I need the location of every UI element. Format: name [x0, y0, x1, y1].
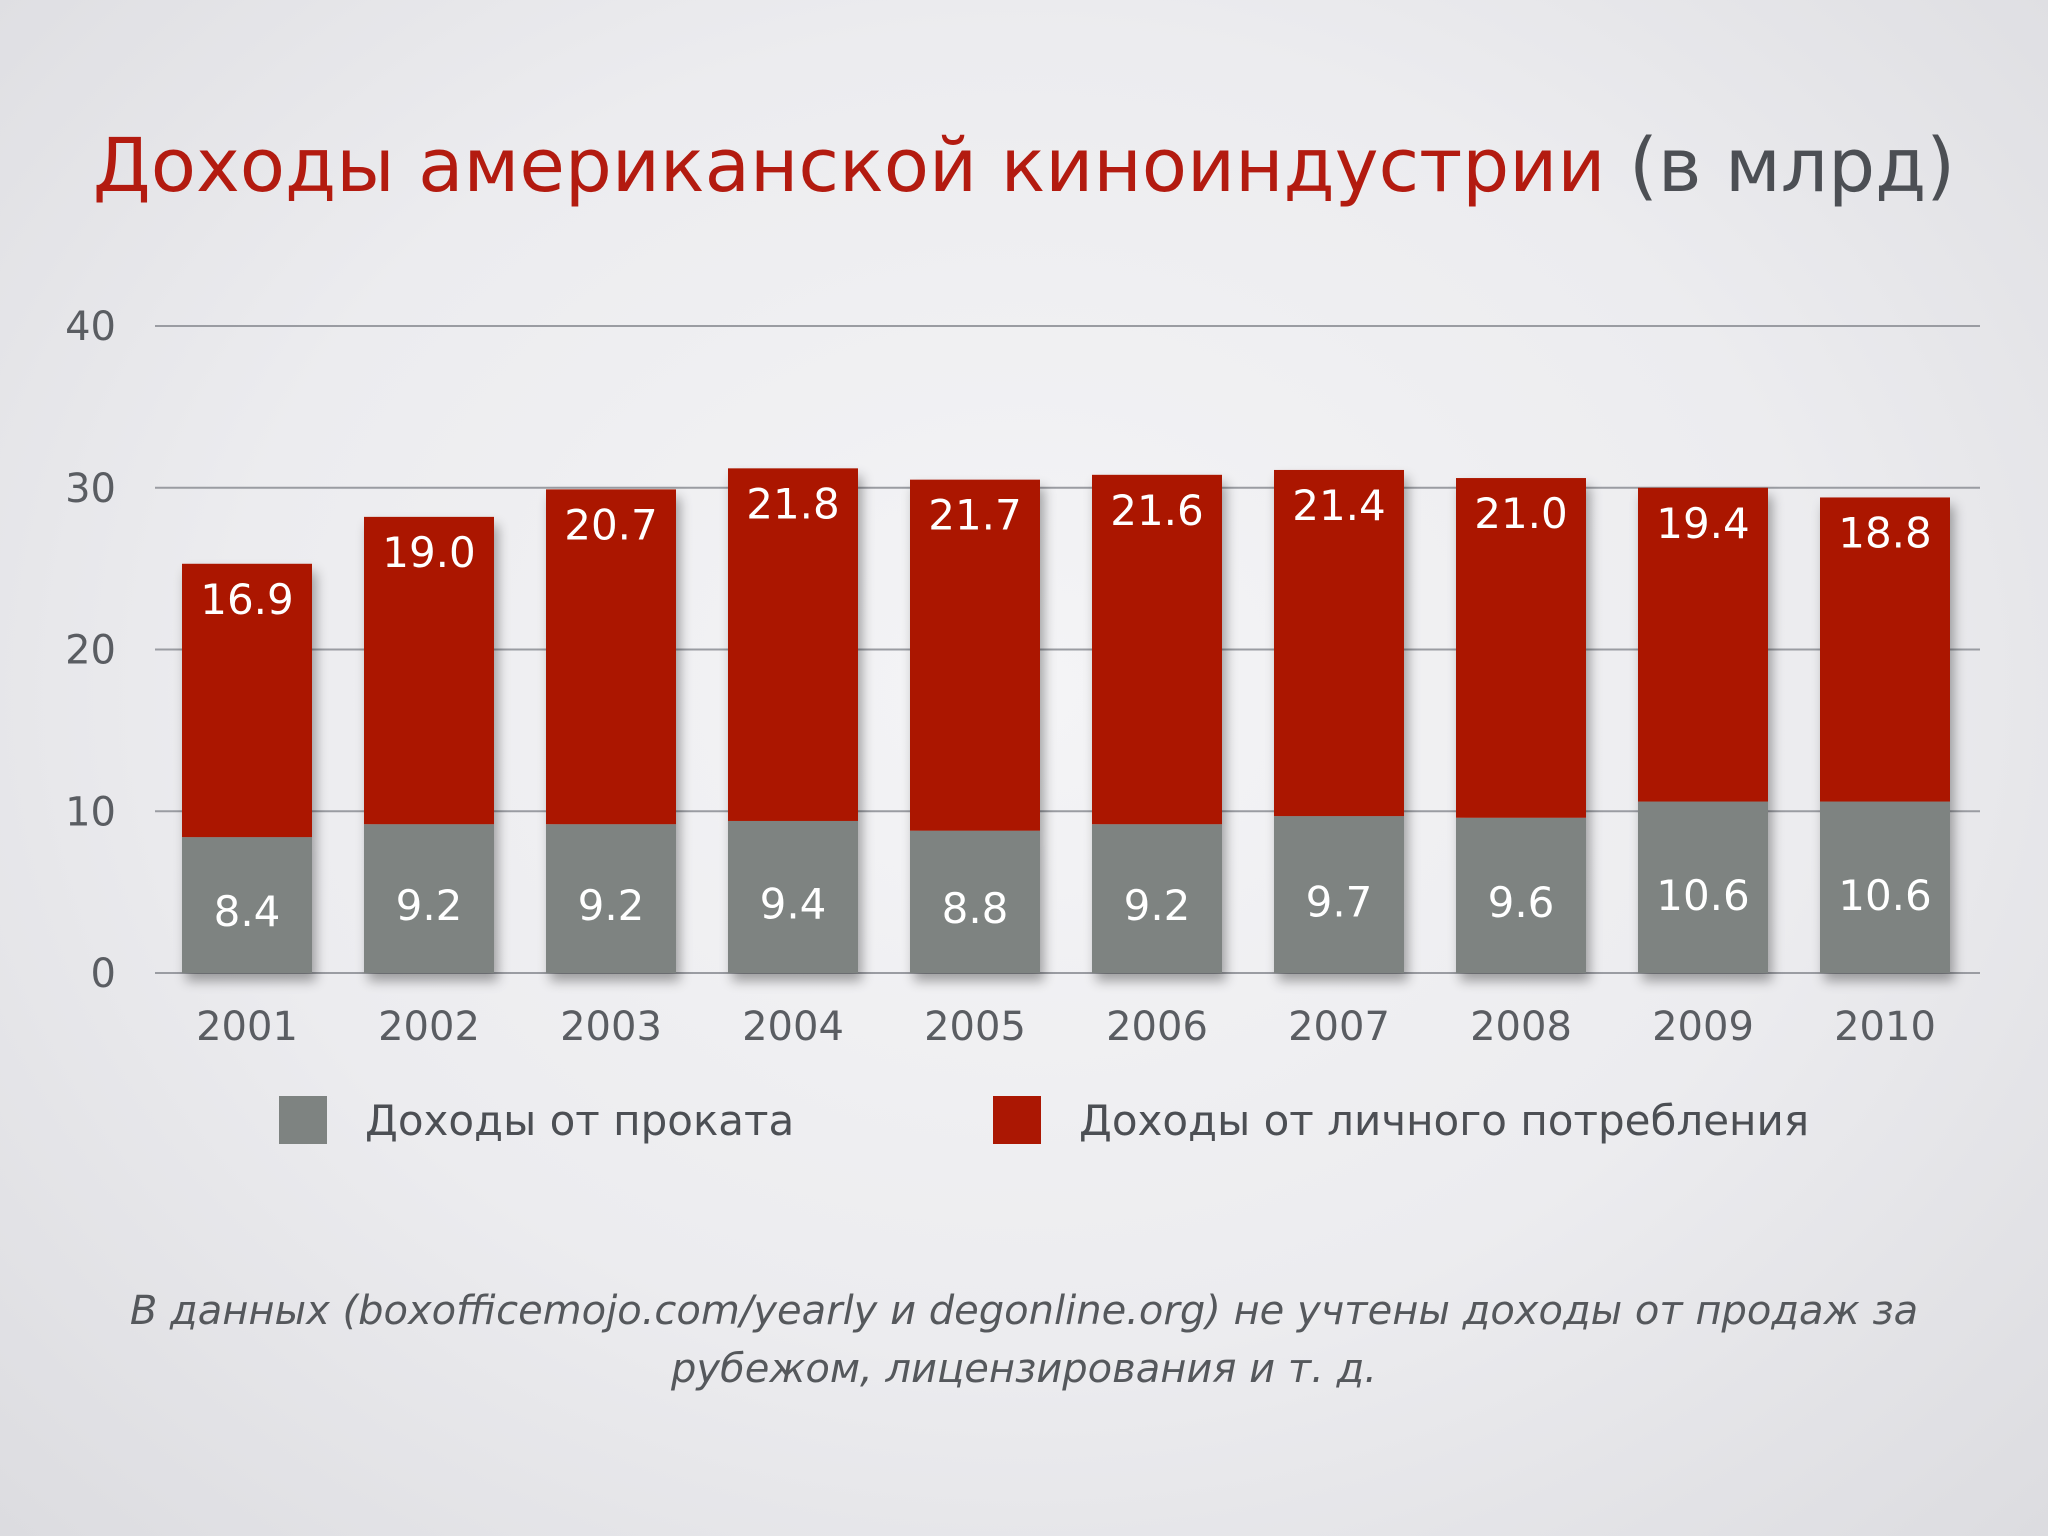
y-tick-label-20: 20 — [65, 628, 116, 674]
x-tick-label-2002: 2002 — [378, 1004, 480, 1050]
data-label-box-office-2006: 9.2 — [1124, 881, 1191, 930]
bar-box-office-2009 — [1638, 801, 1768, 973]
data-label-box-office-2007: 9.7 — [1306, 877, 1373, 926]
data-label-consumer-2002: 19.0 — [382, 528, 476, 577]
bar-group-2010 — [1820, 497, 1950, 973]
bar-group-2002 — [364, 516, 494, 973]
chart-title-unit: (в млрд) — [1628, 123, 1956, 209]
bar-box-office-2002 — [364, 824, 494, 973]
bar-group-2001 — [182, 563, 312, 973]
source-note-line-1: В данных (boxofficemojo.com/yearly и deg… — [129, 1288, 1919, 1334]
x-tick-label-2004: 2004 — [742, 1004, 844, 1050]
data-label-consumer-2003: 20.7 — [564, 500, 658, 549]
bar-group-2003 — [546, 489, 676, 973]
data-label-consumer-2001: 16.9 — [200, 575, 294, 624]
source-note: В данных (boxofficemojo.com/yearly и deg… — [124, 1282, 1924, 1398]
x-tick-label-2010: 2010 — [1834, 1004, 1936, 1050]
x-tick-label-2009: 2009 — [1652, 1004, 1754, 1050]
data-label-consumer-2007: 21.4 — [1292, 481, 1386, 530]
bar-consumer-2002 — [364, 516, 494, 825]
bar-group-2007 — [1274, 469, 1404, 973]
bar-box-office-2008 — [1456, 817, 1586, 973]
bar-group-2008 — [1456, 478, 1586, 973]
bar-box-office-2003 — [546, 824, 676, 973]
chart-title-main: Доходы американской киноиндустрии — [92, 123, 1606, 209]
x-tick-label-2001: 2001 — [196, 1004, 298, 1050]
bar-box-office-2004 — [728, 820, 858, 973]
bar-consumer-2006 — [1092, 474, 1222, 825]
x-tick-label-2007: 2007 — [1288, 1004, 1390, 1050]
x-tick-label-2003: 2003 — [560, 1004, 662, 1050]
bar-consumer-2008 — [1456, 478, 1586, 818]
data-label-consumer-2005: 21.7 — [928, 491, 1022, 540]
x-tick-label-2005: 2005 — [924, 1004, 1026, 1050]
bar-box-office-2007 — [1274, 816, 1404, 973]
data-label-consumer-2009: 19.4 — [1656, 499, 1750, 548]
bars: 8.4 16.9 9.2 19.0 9.2 20.7 9.4 21.8 8.8 21.7 9.2 21… — [182, 468, 1950, 973]
bar-group-2005 — [910, 479, 1040, 973]
data-label-consumer-2010: 18.8 — [1838, 508, 1932, 557]
legend-item-consumer: Доходы от личного потребления — [993, 1092, 1809, 1148]
y-axis-ticks: 0 10 20 30 40 — [65, 304, 116, 997]
source-note-line-2: рубежом, лицензирования и т. д. — [671, 1346, 1377, 1392]
y-tick-label-40: 40 — [65, 304, 116, 350]
bar-group-2009 — [1638, 487, 1768, 973]
chart-title: Доходы американской киноиндустрии (в млр… — [0, 118, 2048, 214]
y-tick-label-0: 0 — [91, 951, 116, 997]
bar-box-office-2006 — [1092, 824, 1222, 973]
data-label-box-office-2003: 9.2 — [578, 881, 645, 930]
data-label-box-office-2010: 10.6 — [1838, 871, 1932, 920]
y-tick-label-30: 30 — [65, 466, 116, 512]
x-tick-label-2006: 2006 — [1106, 1004, 1208, 1050]
legend-item-box-office: Доходы от проката — [279, 1092, 794, 1148]
legend-label-consumer: Доходы от личного потребления — [1079, 1095, 1810, 1145]
bar-box-office-2001 — [182, 837, 312, 973]
bar-consumer-2005 — [910, 479, 1040, 831]
bar-group-2004 — [728, 468, 858, 973]
legend-swatch-consumer — [993, 1096, 1041, 1144]
bar-consumer-2003 — [546, 489, 676, 825]
legend-label-box-office: Доходы от проката — [365, 1095, 795, 1145]
data-label-box-office-2004: 9.4 — [760, 880, 827, 929]
data-label-box-office-2008: 9.6 — [1488, 878, 1555, 927]
bar-box-office-2010 — [1820, 801, 1950, 973]
bar-box-office-2005 — [910, 830, 1040, 973]
data-label-consumer-2004: 21.8 — [746, 479, 840, 528]
bar-consumer-2010 — [1820, 497, 1950, 802]
bar-consumer-2009 — [1638, 487, 1768, 802]
data-label-box-office-2005: 8.8 — [942, 884, 1009, 933]
x-tick-label-2008: 2008 — [1470, 1004, 1572, 1050]
data-label-box-office-2002: 9.2 — [396, 881, 463, 930]
data-label-box-office-2009: 10.6 — [1656, 871, 1750, 920]
y-tick-label-10: 10 — [65, 789, 116, 835]
bar-consumer-2007 — [1274, 469, 1404, 817]
data-label-consumer-2008: 21.0 — [1474, 489, 1568, 538]
legend-swatch-box-office — [279, 1096, 327, 1144]
data-label-consumer-2006: 21.6 — [1110, 486, 1204, 535]
x-axis-ticks: 2001 2002 2003 2004 2005 2006 2007 2008 2009 2010 — [196, 1004, 1936, 1050]
data-label-box-office-2001: 8.4 — [214, 887, 281, 936]
bar-consumer-2001 — [182, 563, 312, 838]
bar-consumer-2004 — [728, 468, 858, 821]
bar-group-2006 — [1092, 474, 1222, 973]
